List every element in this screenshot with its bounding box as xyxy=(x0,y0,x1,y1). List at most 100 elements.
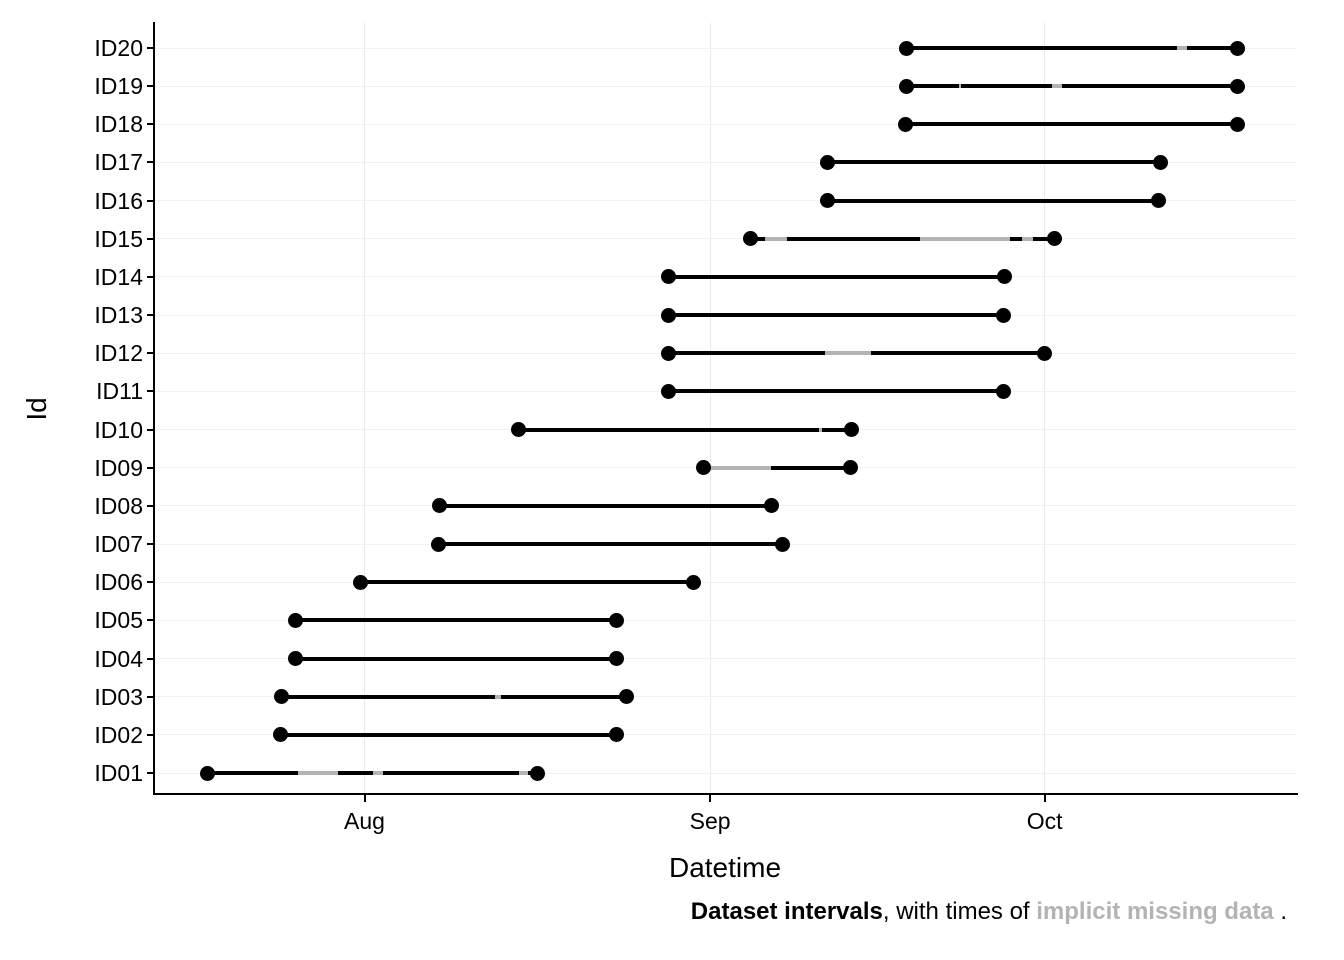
y-tick-label: ID02 xyxy=(94,721,143,748)
x-tick-label: Oct xyxy=(1026,808,1063,834)
caption-dataset-intervals: Dataset intervals xyxy=(690,898,883,925)
interval-segment xyxy=(295,656,617,661)
y-tick-label: ID03 xyxy=(94,683,143,710)
interval-segment xyxy=(668,313,1004,318)
y-tick-mark xyxy=(147,161,155,164)
y-tick-label: ID01 xyxy=(94,760,143,786)
interval-segment xyxy=(750,236,1055,241)
row-gridline xyxy=(155,619,1296,621)
missing-data-segment xyxy=(819,427,822,432)
y-tick-mark xyxy=(147,85,155,88)
interval-segment xyxy=(518,427,852,432)
x-tick-mark xyxy=(1043,794,1046,802)
interval-start-dot xyxy=(819,193,835,209)
interval-segment xyxy=(439,503,772,508)
interval-start-dot xyxy=(274,689,290,705)
interval-end-dot xyxy=(843,460,859,476)
interval-end-dot xyxy=(608,612,624,628)
row-gridline xyxy=(155,772,1296,774)
interval-end-dot xyxy=(1153,154,1169,170)
interval-start-dot xyxy=(661,383,677,399)
missing-data-segment xyxy=(494,694,501,699)
y-tick-label: ID17 xyxy=(94,149,143,176)
interval-segment xyxy=(360,580,694,585)
interval-segment xyxy=(207,771,538,775)
interval-end-dot xyxy=(1037,345,1053,361)
interval-end-dot xyxy=(1047,231,1063,247)
y-tick-label: ID12 xyxy=(94,340,143,367)
y-tick-mark xyxy=(147,314,155,317)
y-tick-label: ID05 xyxy=(94,607,143,634)
interval-segment xyxy=(906,46,1238,50)
interval-end-dot xyxy=(685,574,701,590)
interval-segment xyxy=(281,694,627,699)
interval-end-dot xyxy=(1150,193,1166,209)
interval-end-dot xyxy=(529,765,545,781)
interval-end-dot xyxy=(763,498,779,514)
interval-segment xyxy=(438,542,783,547)
interval-start-dot xyxy=(510,422,526,438)
y-tick-mark xyxy=(147,275,155,278)
month-gridline xyxy=(1044,23,1046,794)
missing-data-segment xyxy=(958,84,961,89)
missing-data-segment xyxy=(824,351,871,356)
interval-start-dot xyxy=(431,498,447,514)
missing-data-segment xyxy=(1022,236,1034,241)
interval-start-dot xyxy=(897,116,913,132)
y-tick-label: ID06 xyxy=(94,569,143,596)
month-gridline xyxy=(364,23,365,794)
row-gridline xyxy=(155,47,1296,49)
y-tick-label: ID13 xyxy=(94,302,143,329)
interval-end-dot xyxy=(1230,116,1246,132)
missing-data-segment xyxy=(764,236,788,241)
y-tick-mark xyxy=(147,543,155,546)
interval-start-dot xyxy=(742,231,758,247)
interval-start-dot xyxy=(661,345,677,361)
interval-segment xyxy=(703,465,851,470)
interval-start-dot xyxy=(661,269,677,285)
caption-implicit-missing-data: implicit missing data xyxy=(1036,898,1274,925)
caption-middle-text: , with times of xyxy=(882,898,1037,925)
row-gridline xyxy=(155,734,1296,736)
interval-segment xyxy=(827,160,1161,165)
missing-data-segment xyxy=(297,771,338,775)
y-tick-label: ID09 xyxy=(94,454,143,481)
y-tick-mark xyxy=(147,199,155,202)
interval-end-dot xyxy=(619,689,635,705)
y-tick-mark xyxy=(147,733,155,736)
y-axis-line xyxy=(153,22,155,795)
interval-segment xyxy=(295,618,617,623)
interval-segment xyxy=(905,122,1238,127)
interval-start-dot xyxy=(199,765,215,781)
interval-end-dot xyxy=(997,269,1012,285)
interval-end-dot xyxy=(995,307,1011,323)
x-axis-title: Datetime xyxy=(668,852,782,883)
x-tick-label: Aug xyxy=(344,808,385,834)
row-gridline xyxy=(155,85,1296,87)
interval-start-dot xyxy=(898,40,914,56)
row-gridline xyxy=(155,123,1296,125)
interval-start-dot xyxy=(898,78,914,94)
interval-start-dot xyxy=(287,651,303,667)
missing-data-segment xyxy=(519,771,529,775)
missing-data-segment xyxy=(705,465,772,470)
interval-segment xyxy=(668,274,1005,279)
y-tick-mark xyxy=(147,47,155,49)
interval-start-dot xyxy=(430,536,446,552)
row-gridline xyxy=(155,238,1296,240)
y-tick-label: ID08 xyxy=(94,492,143,519)
y-tick-mark xyxy=(147,504,155,507)
row-gridline xyxy=(155,161,1296,163)
y-tick-mark xyxy=(147,237,155,240)
y-axis-title: Id xyxy=(21,397,52,421)
interval-start-dot xyxy=(695,460,711,476)
y-tick-label: ID10 xyxy=(94,416,143,443)
missing-data-segment xyxy=(919,236,1011,241)
interval-start-dot xyxy=(661,307,677,323)
y-tick-mark xyxy=(147,581,155,584)
interval-start-dot xyxy=(819,154,835,170)
interval-start-dot xyxy=(287,612,303,628)
interval-end-dot xyxy=(1230,40,1246,56)
y-tick-mark xyxy=(147,466,155,469)
